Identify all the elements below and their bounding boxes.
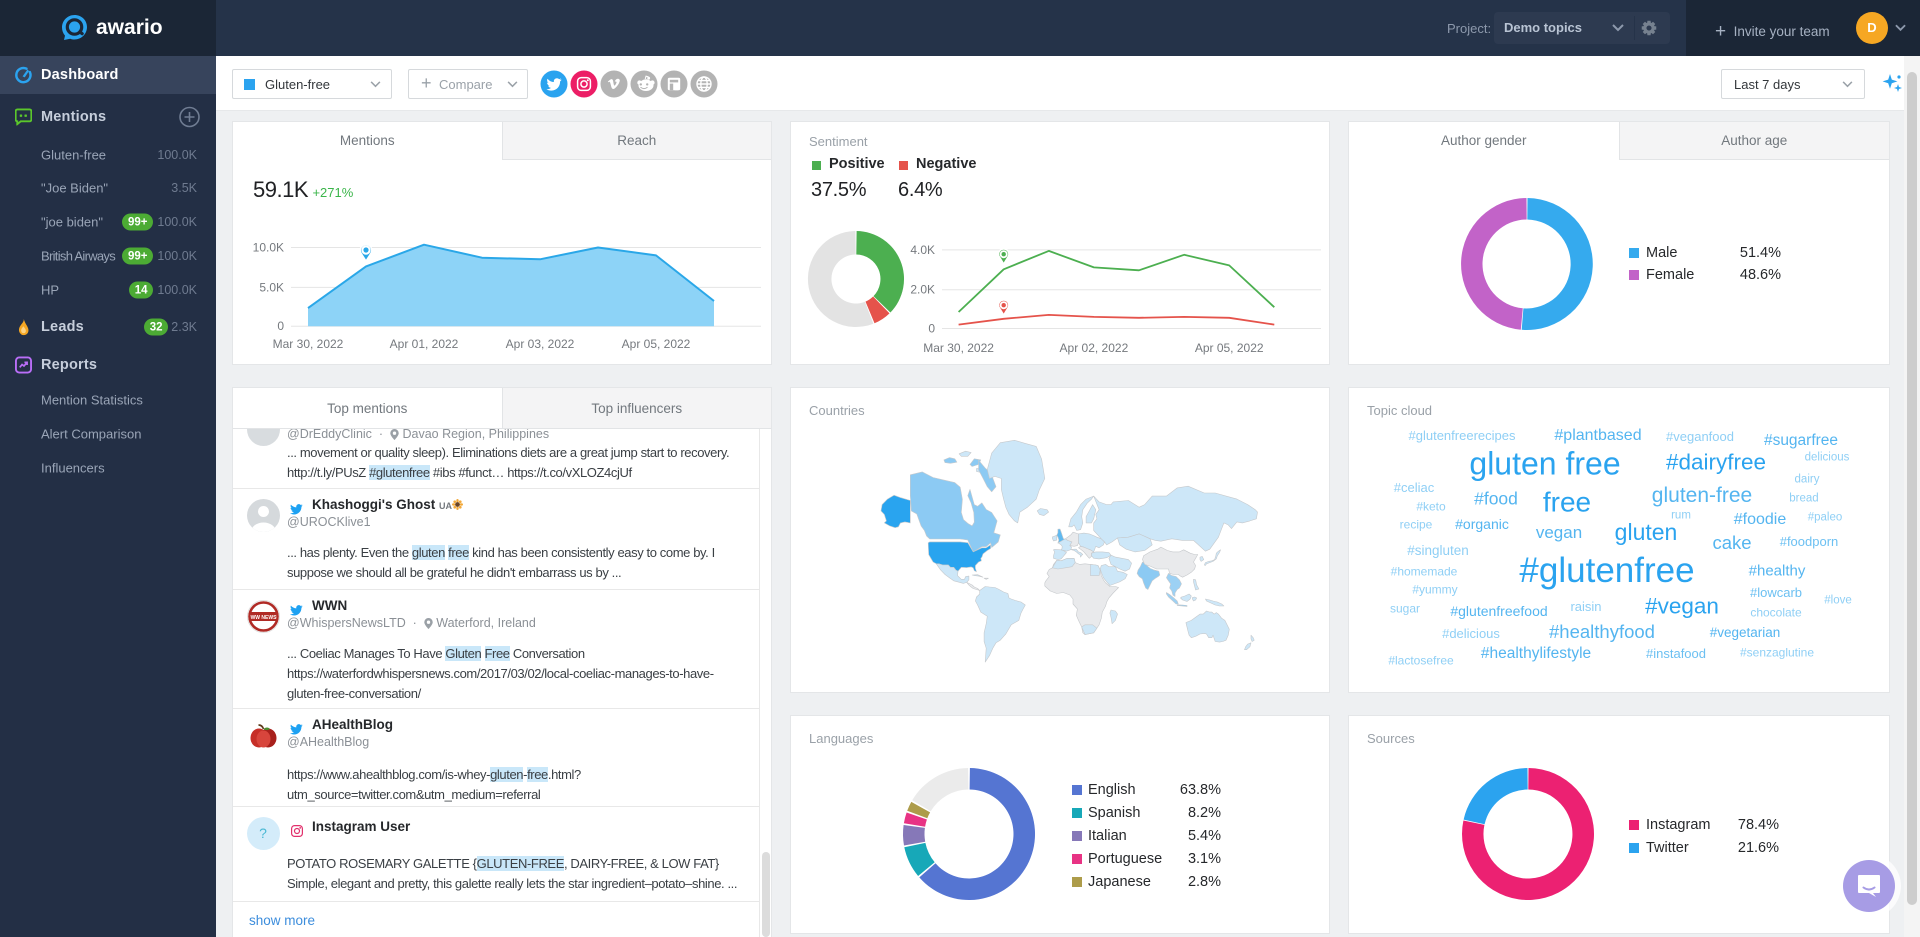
svg-text:Apr 03, 2022: Apr 03, 2022: [506, 337, 575, 351]
svg-text:4.0K: 4.0K: [910, 243, 935, 257]
svg-text:Mar 30, 2022: Mar 30, 2022: [923, 341, 994, 355]
svg-text:Apr 02, 2022: Apr 02, 2022: [1060, 341, 1129, 355]
svg-text:5.0K: 5.0K: [259, 280, 284, 294]
svg-text:Apr 01, 2022: Apr 01, 2022: [390, 337, 459, 351]
svg-text:Apr 05, 2022: Apr 05, 2022: [1195, 341, 1264, 355]
svg-text:10.0K: 10.0K: [253, 241, 284, 255]
svg-text:Mar 30, 2022: Mar 30, 2022: [273, 337, 344, 351]
svg-text:0: 0: [928, 322, 935, 336]
svg-text:WW NEWS: WW NEWS: [250, 615, 276, 621]
svg-text:0: 0: [277, 319, 284, 333]
svg-text:2.0K: 2.0K: [910, 283, 935, 297]
svg-text:Apr 05, 2022: Apr 05, 2022: [622, 337, 691, 351]
